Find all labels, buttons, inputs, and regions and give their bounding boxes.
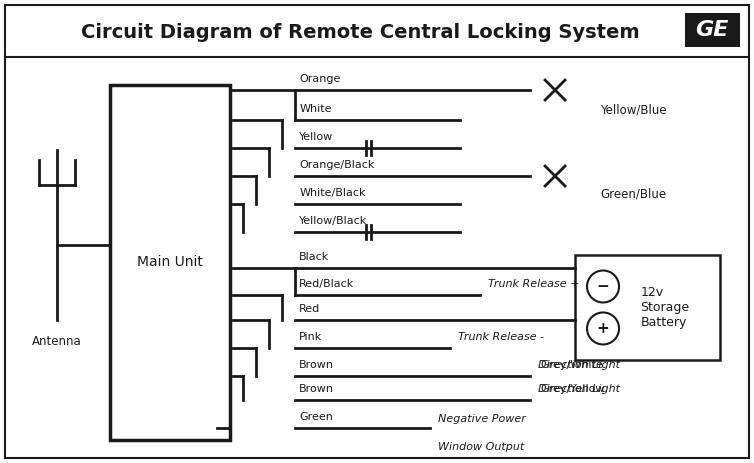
Text: Antenna: Antenna xyxy=(32,335,82,348)
Text: GE: GE xyxy=(695,20,729,40)
Text: White/Black: White/Black xyxy=(299,188,366,198)
FancyBboxPatch shape xyxy=(575,255,720,360)
Text: −: − xyxy=(596,279,609,294)
Text: Brown: Brown xyxy=(299,360,334,370)
FancyBboxPatch shape xyxy=(685,13,740,47)
Text: White: White xyxy=(299,104,332,114)
Text: Brown: Brown xyxy=(299,384,334,394)
Text: Orange/Black: Orange/Black xyxy=(299,160,375,170)
Text: Black: Black xyxy=(299,252,329,262)
Circle shape xyxy=(587,313,619,344)
Text: Green/Blue: Green/Blue xyxy=(600,187,667,200)
Text: Red: Red xyxy=(299,304,320,314)
Text: Grey/Yellow: Grey/Yellow xyxy=(540,384,605,394)
Text: +: + xyxy=(596,321,609,336)
Circle shape xyxy=(587,270,619,302)
Text: Direction Light: Direction Light xyxy=(538,360,620,370)
Text: Red/Black: Red/Black xyxy=(299,279,354,289)
Text: Yellow/Black: Yellow/Black xyxy=(299,216,367,226)
Text: Yellow/Blue: Yellow/Blue xyxy=(600,103,667,116)
Text: Green: Green xyxy=(299,412,333,422)
Text: Yellow: Yellow xyxy=(299,132,333,142)
Text: 12v
Storage
Battery: 12v Storage Battery xyxy=(640,286,689,329)
Text: Circuit Diagram of Remote Central Locking System: Circuit Diagram of Remote Central Lockin… xyxy=(81,23,639,42)
FancyBboxPatch shape xyxy=(110,85,230,440)
Text: Window Output: Window Output xyxy=(438,442,524,452)
Text: Trunk Release -: Trunk Release - xyxy=(458,332,544,342)
Text: Grey/White: Grey/White xyxy=(540,360,602,370)
Text: Negative Power: Negative Power xyxy=(438,414,526,424)
Text: Pink: Pink xyxy=(299,332,323,342)
Text: Main Unit: Main Unit xyxy=(137,256,203,269)
Text: Trunk Release +: Trunk Release + xyxy=(488,279,580,289)
Text: Orange: Orange xyxy=(299,74,341,84)
Text: Direction Light: Direction Light xyxy=(538,384,620,394)
